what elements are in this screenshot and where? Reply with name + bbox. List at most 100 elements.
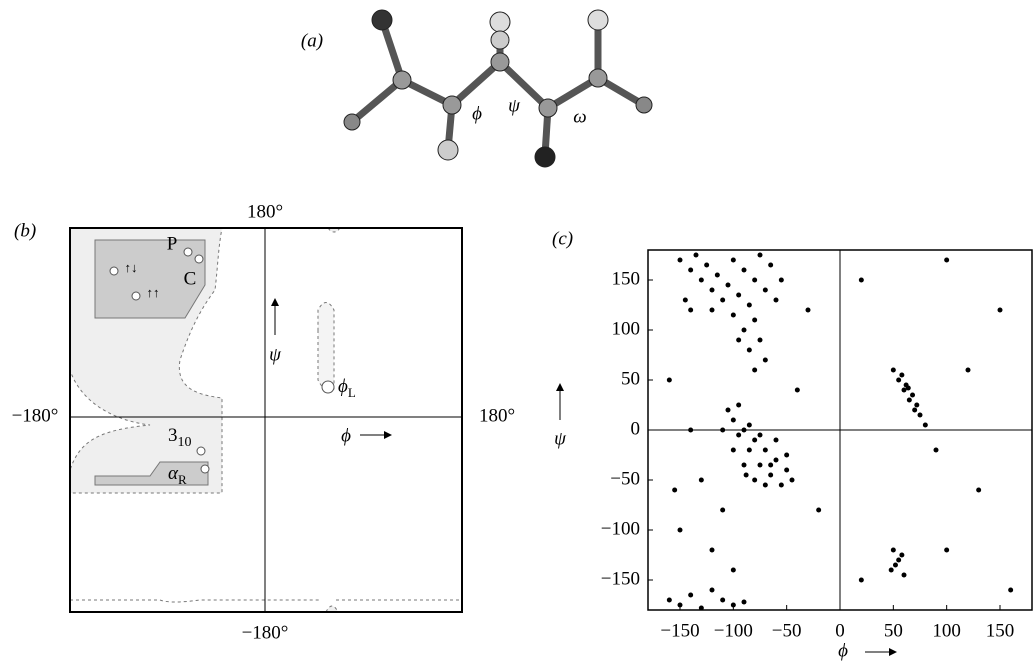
point	[710, 308, 715, 313]
point	[774, 438, 779, 443]
region-edge	[326, 228, 340, 612]
point	[859, 278, 864, 283]
point	[976, 488, 981, 493]
point	[891, 368, 896, 373]
point	[720, 598, 725, 603]
point	[899, 373, 904, 378]
point	[896, 558, 901, 563]
axis-label: ϕ	[341, 425, 351, 446]
y-tick-label: −100	[601, 518, 640, 539]
point	[726, 283, 731, 288]
edge-label: −180°	[242, 622, 289, 643]
point	[758, 463, 763, 468]
point	[758, 338, 763, 343]
point	[742, 463, 747, 468]
point	[731, 313, 736, 318]
point	[736, 338, 741, 343]
x-tick-label: 100	[932, 620, 961, 641]
point	[683, 298, 688, 303]
point	[914, 403, 919, 408]
point	[998, 308, 1003, 313]
point	[747, 303, 752, 308]
figure: (a) ϕ ψ ω (b) 180° −180° −180° 180° P C …	[0, 0, 1033, 661]
point	[806, 308, 811, 313]
point	[1008, 588, 1013, 593]
panel-label: (a)	[301, 30, 323, 51]
y-tick-label: 100	[612, 318, 641, 339]
panel-label: (b)	[14, 220, 36, 241]
point	[763, 358, 768, 363]
point	[944, 548, 949, 553]
point	[944, 258, 949, 263]
point	[768, 463, 773, 468]
point	[699, 478, 704, 483]
arrow-head	[556, 383, 564, 391]
point	[899, 553, 904, 558]
point	[763, 483, 768, 488]
point	[902, 388, 907, 393]
point	[758, 433, 763, 438]
point	[784, 453, 789, 458]
point	[934, 448, 939, 453]
point	[774, 458, 779, 463]
point	[891, 548, 896, 553]
point	[736, 293, 741, 298]
point	[678, 528, 683, 533]
y-tick-label: 0	[631, 418, 641, 439]
point	[688, 428, 693, 433]
region-label: ϕL	[338, 376, 356, 400]
region-label: ↑↓	[125, 260, 138, 275]
point	[688, 308, 693, 313]
point	[720, 508, 725, 513]
point	[672, 488, 677, 493]
point	[774, 298, 779, 303]
point	[768, 263, 773, 268]
angle-label: ω	[573, 106, 586, 127]
point	[752, 438, 757, 443]
x-tick-label: −100	[714, 620, 753, 641]
point	[747, 423, 752, 428]
point	[779, 278, 784, 283]
point	[742, 428, 747, 433]
point	[731, 448, 736, 453]
region-label: P	[167, 233, 178, 254]
point	[912, 408, 917, 413]
point	[667, 598, 672, 603]
point	[731, 603, 736, 608]
point	[758, 253, 763, 258]
x-tick-label: −150	[660, 620, 699, 641]
y-tick-label: −150	[601, 568, 640, 589]
angle-label: ψ	[508, 95, 521, 116]
point	[710, 548, 715, 553]
point	[694, 253, 699, 258]
point	[678, 258, 683, 263]
point	[923, 423, 928, 428]
point	[859, 578, 864, 583]
point	[704, 263, 709, 268]
point	[731, 258, 736, 263]
point	[744, 473, 749, 478]
point	[795, 388, 800, 393]
point	[736, 433, 741, 438]
x-tick-label: 0	[835, 620, 845, 641]
point	[688, 268, 693, 273]
x-tick-label: −50	[772, 620, 802, 641]
arrow-head	[384, 431, 392, 439]
y-tick-label: −50	[610, 468, 640, 489]
y-tick-label: 150	[612, 268, 641, 289]
point	[715, 273, 720, 278]
point	[768, 473, 773, 478]
axis-label: ψ	[269, 344, 282, 365]
point	[720, 298, 725, 303]
edge-label: 180°	[247, 201, 283, 222]
x-tick-label: 50	[884, 620, 903, 641]
point	[710, 288, 715, 293]
point	[699, 278, 704, 283]
point	[699, 606, 704, 611]
point	[742, 268, 747, 273]
x-tick-label: 150	[986, 620, 1015, 641]
point	[763, 448, 768, 453]
left-handed-region	[318, 303, 334, 392]
point	[889, 568, 894, 573]
